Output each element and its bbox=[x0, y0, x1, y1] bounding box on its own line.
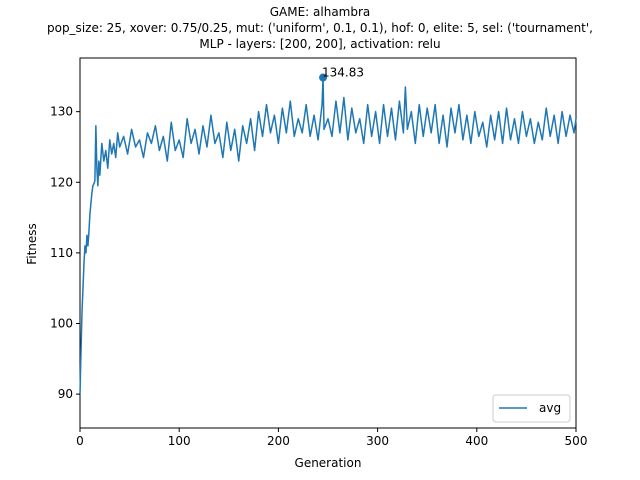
series-line-avg bbox=[79, 76, 577, 395]
max-point-marker bbox=[319, 73, 328, 82]
axis-ticks: 0 100 200 300 400 500 90 100 110 120 130 bbox=[50, 105, 587, 448]
max-point-label: 134.83 bbox=[322, 66, 364, 80]
legend-label-avg: avg bbox=[539, 401, 561, 415]
legend-box bbox=[492, 394, 571, 423]
chart-title-line-1: GAME: alhambra bbox=[269, 5, 371, 19]
x-tick-label: 400 bbox=[465, 434, 488, 448]
plot-area: 134.83 bbox=[79, 57, 577, 429]
y-tick-label: 90 bbox=[58, 387, 73, 401]
y-tick-label: 120 bbox=[50, 175, 73, 189]
y-axis-label: Fitness bbox=[25, 223, 39, 265]
y-tick-label: 130 bbox=[50, 105, 73, 119]
chart-title-line-3: MLP - layers: [200, 200], activation: re… bbox=[199, 37, 441, 51]
x-tick-label: 200 bbox=[267, 434, 290, 448]
chart-title-line-2: pop_size: 25, xover: 0.75/0.25, mut: ('u… bbox=[46, 21, 593, 35]
legend: avg bbox=[492, 394, 571, 423]
y-tick-label: 110 bbox=[50, 246, 73, 260]
axes-frame bbox=[79, 57, 577, 429]
y-tick-label: 100 bbox=[50, 316, 73, 330]
x-tick-label: 300 bbox=[366, 434, 389, 448]
x-axis-label: Generation bbox=[295, 456, 362, 470]
x-tick-label: 500 bbox=[565, 434, 588, 448]
x-tick-label: 100 bbox=[168, 434, 191, 448]
x-tick-label: 0 bbox=[76, 434, 84, 448]
